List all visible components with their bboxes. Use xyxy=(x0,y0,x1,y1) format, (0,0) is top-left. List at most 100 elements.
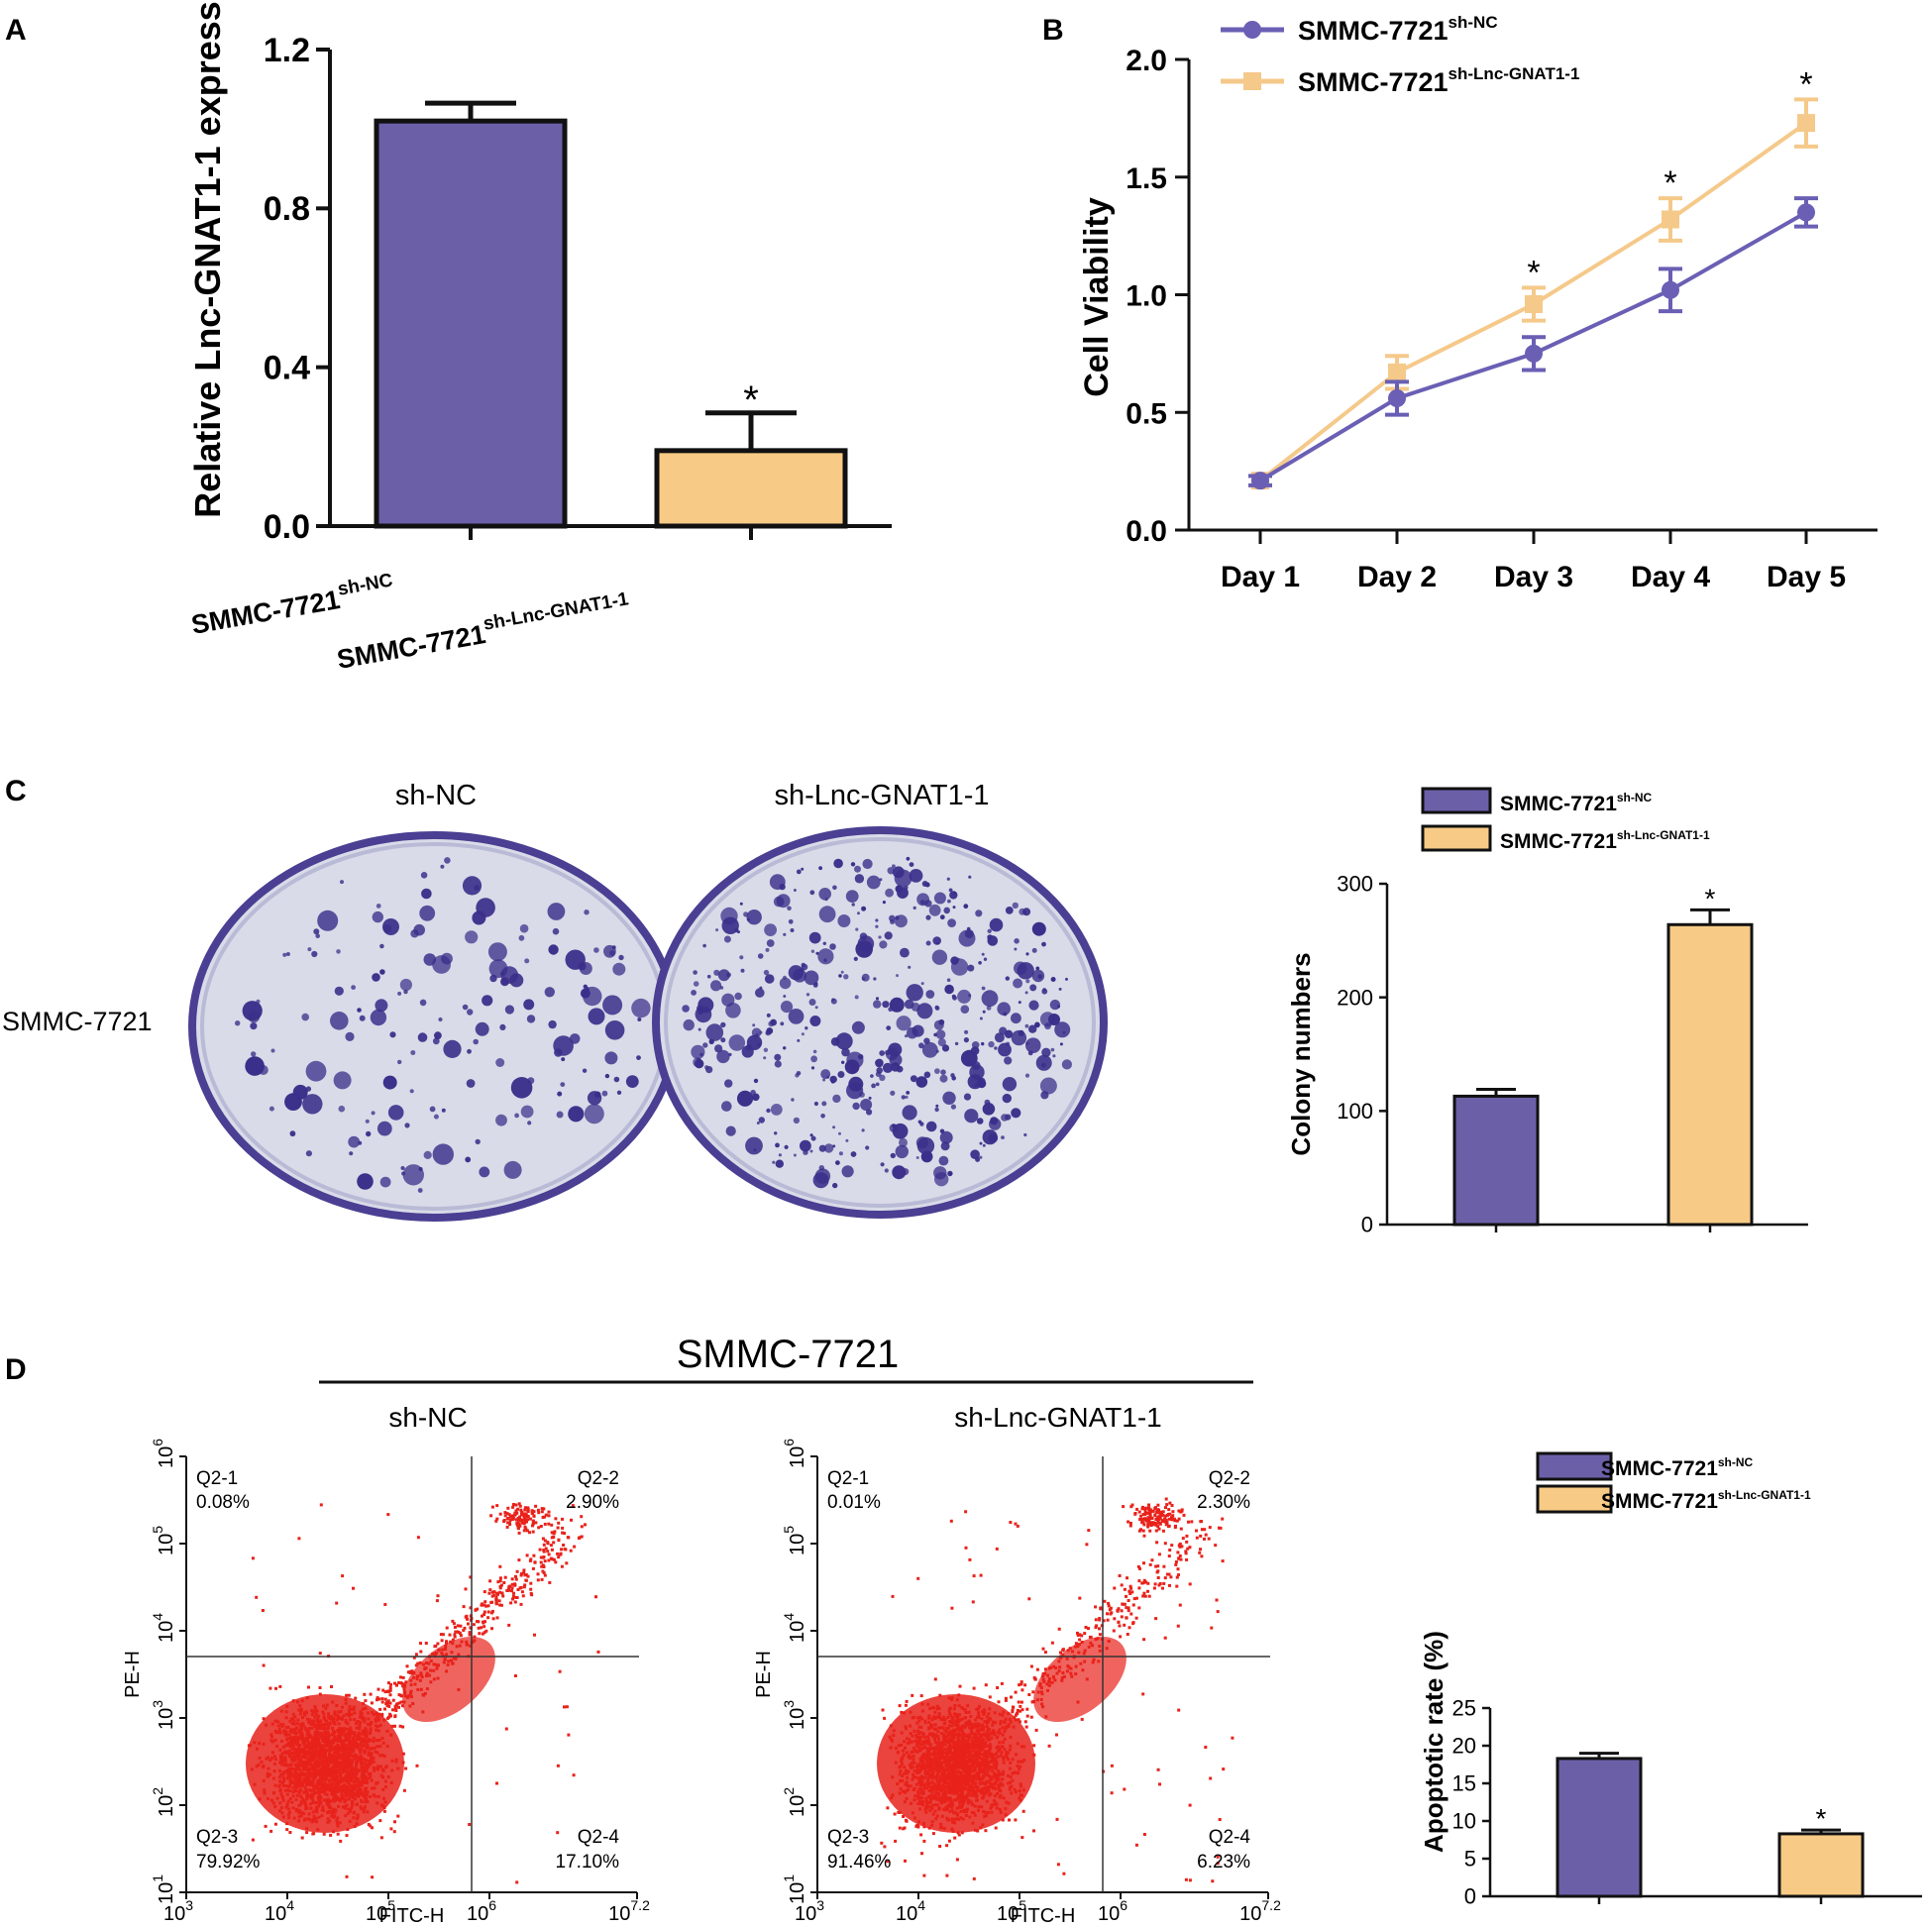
flow-dot xyxy=(487,1592,490,1595)
flow-dot xyxy=(541,1507,544,1510)
colony xyxy=(290,1130,296,1136)
bar-sh-nc xyxy=(1454,1096,1538,1225)
colony xyxy=(783,1046,786,1049)
point-sh-lnc xyxy=(1662,211,1679,229)
colony xyxy=(698,1028,701,1031)
flow-dot xyxy=(386,1513,389,1516)
colony xyxy=(947,978,951,982)
colony xyxy=(1052,1054,1055,1057)
flow-dot xyxy=(515,1578,518,1581)
colony xyxy=(994,1046,997,1049)
flow-dot xyxy=(1056,1818,1059,1821)
colony xyxy=(800,1140,811,1152)
flow-dot xyxy=(537,1526,540,1529)
flow-dot xyxy=(561,1527,564,1530)
flow-dot xyxy=(329,1834,332,1837)
colony xyxy=(963,904,968,909)
colony xyxy=(852,903,855,906)
colony xyxy=(1019,1001,1021,1004)
colony xyxy=(797,1039,800,1042)
flow-dot xyxy=(550,1524,553,1527)
flow-x-label: FITC-H xyxy=(1011,1905,1076,1923)
colony xyxy=(809,932,821,944)
flow-dot xyxy=(392,1699,395,1702)
colony xyxy=(695,1059,703,1068)
flow-dot xyxy=(561,1532,564,1535)
flow-dot xyxy=(319,1652,322,1655)
flow-dot xyxy=(389,1693,392,1696)
flow-dot xyxy=(457,1624,460,1627)
flow-dot xyxy=(454,1636,457,1639)
flow-dot xyxy=(370,1693,373,1696)
flow-dot xyxy=(520,1586,523,1589)
flow-dot xyxy=(546,1550,549,1553)
flow-dot xyxy=(996,1548,999,1551)
colony xyxy=(885,1168,889,1172)
colony xyxy=(757,1043,761,1047)
colony xyxy=(504,1161,522,1179)
colony xyxy=(916,1003,932,1018)
colony xyxy=(293,1085,308,1100)
flow-dot xyxy=(1177,1709,1180,1712)
colony xyxy=(349,1151,353,1155)
colony xyxy=(474,885,480,891)
colony xyxy=(463,1005,469,1011)
flow-dot xyxy=(278,1685,281,1688)
colony xyxy=(886,1048,899,1061)
flow-dot xyxy=(559,1670,562,1673)
colony xyxy=(1059,988,1062,991)
colony xyxy=(410,1050,415,1055)
colony xyxy=(379,969,385,975)
flow-dot xyxy=(1031,1690,1034,1693)
colony xyxy=(1005,1115,1011,1121)
bar-sh-lnc-gnat1-1 xyxy=(1668,924,1752,1225)
flow-dot xyxy=(1129,1505,1132,1508)
colony xyxy=(925,915,930,920)
x-tick-label: Day 4 xyxy=(1631,561,1710,593)
colony xyxy=(637,1018,641,1021)
flow-dot xyxy=(1171,1514,1174,1517)
flow-dot xyxy=(1057,1863,1060,1866)
flow-dot xyxy=(899,1704,902,1707)
flow-dot xyxy=(557,1555,560,1558)
flow-dot xyxy=(519,1505,522,1508)
flow-dot xyxy=(1138,1530,1141,1533)
colony xyxy=(947,918,956,927)
flow-dot xyxy=(886,1806,889,1809)
point-sh-lnc xyxy=(1797,114,1815,132)
colony xyxy=(926,941,931,946)
flow-dot xyxy=(1164,1515,1167,1518)
flow-dot xyxy=(1154,1617,1157,1620)
colony xyxy=(978,961,982,965)
flow-dot xyxy=(1143,1833,1146,1836)
flow-dot xyxy=(511,1598,514,1601)
colony xyxy=(360,1016,366,1021)
colony xyxy=(583,987,601,1006)
colony xyxy=(764,923,777,936)
colony xyxy=(713,970,719,976)
colony xyxy=(934,1020,944,1030)
flow-dot xyxy=(419,1651,422,1654)
colony xyxy=(557,1112,564,1119)
flow-dot xyxy=(972,1600,975,1603)
flow-dot xyxy=(527,1510,530,1513)
flow-dot xyxy=(509,1515,512,1518)
flow-dot xyxy=(502,1520,505,1523)
flow-dot xyxy=(1129,1525,1132,1528)
flow-dot xyxy=(894,1813,897,1816)
significance-star: * xyxy=(1664,164,1676,202)
flow-x-label: FITC-H xyxy=(379,1905,445,1923)
colony xyxy=(721,1101,732,1112)
colony xyxy=(863,859,873,869)
colony xyxy=(520,924,529,933)
flow-dot xyxy=(1127,1633,1129,1636)
colony xyxy=(1028,1025,1036,1033)
flow-dot xyxy=(517,1558,520,1561)
flow-dot xyxy=(1128,1626,1131,1629)
colony xyxy=(907,1027,918,1039)
flow-dot xyxy=(487,1611,490,1614)
colony xyxy=(906,1091,910,1095)
colony xyxy=(902,1168,909,1175)
colony xyxy=(821,1101,826,1106)
flow-dot xyxy=(378,1708,381,1711)
